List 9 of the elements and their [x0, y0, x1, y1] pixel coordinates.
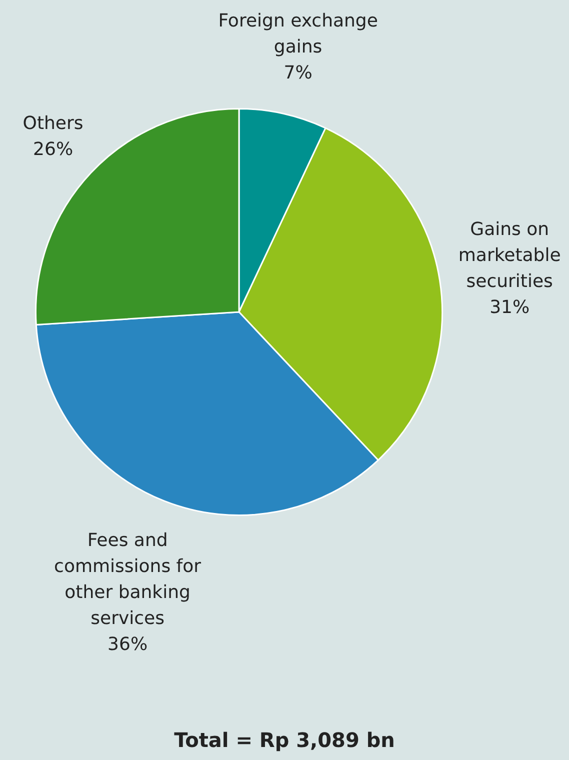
data-label: 26%: [33, 139, 74, 160]
text: Total = Rp 3,089 bn: [173, 728, 396, 752]
slice-label: Foreign exchange gains: [218, 10, 378, 58]
slice-label: Gains on marketable securities: [458, 218, 561, 292]
data-label: 7%: [284, 62, 312, 84]
data-label: 31%: [490, 296, 530, 318]
slice-label: Others: [22, 113, 84, 134]
data-label: 36%: [108, 634, 148, 656]
slice-label: Fees and commissions for other banking services: [54, 530, 202, 630]
